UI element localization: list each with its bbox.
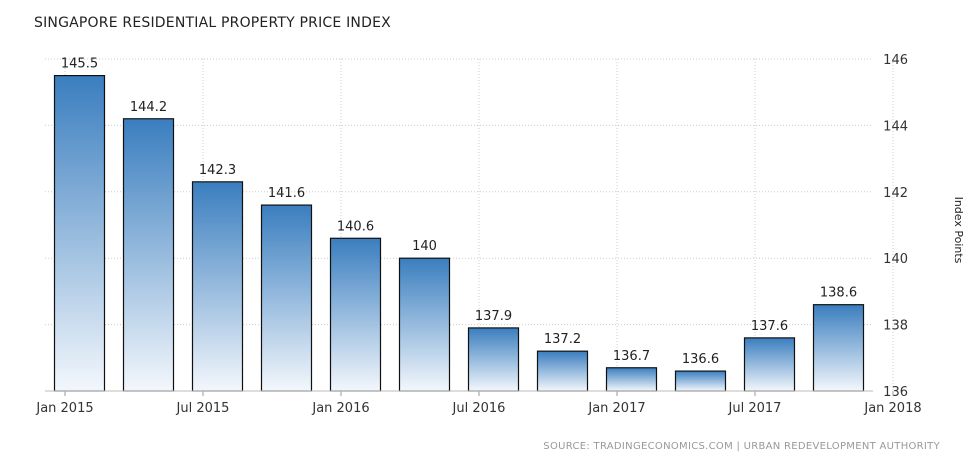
bar bbox=[191, 181, 244, 392]
bar bbox=[53, 74, 106, 392]
data-label: 140.6 bbox=[337, 219, 374, 234]
bar bbox=[536, 350, 589, 392]
data-label: 138.6 bbox=[820, 286, 857, 301]
bar bbox=[674, 370, 727, 392]
data-label: 144.2 bbox=[130, 100, 167, 115]
data-label: 145.5 bbox=[61, 57, 98, 72]
x-tick-label: Jan 2016 bbox=[311, 401, 369, 416]
x-tick-label: Jan 2018 bbox=[863, 401, 921, 416]
source-note: SOURCE: TRADINGECONOMICS.COM | URBAN RED… bbox=[543, 441, 940, 452]
data-label: 137.9 bbox=[475, 309, 512, 324]
chart-title: SINGAPORE RESIDENTIAL PROPERTY PRICE IND… bbox=[34, 15, 391, 31]
bar bbox=[260, 204, 313, 392]
data-labels: 145.5 144.2 142.3 141.6 140.6 140 137.9 137.2 13… bbox=[61, 57, 857, 367]
y-tick-label: 138 bbox=[883, 319, 908, 334]
bar bbox=[122, 118, 175, 392]
bar bbox=[398, 257, 451, 392]
bars bbox=[53, 74, 865, 392]
data-label: 140 bbox=[412, 239, 437, 254]
x-tick-label: Jul 2015 bbox=[176, 401, 230, 416]
x-axis: Jan 2015 Jul 2015 Jan 2016 Jul 2016 Jan 2017… bbox=[35, 390, 922, 416]
data-label: 136.7 bbox=[613, 349, 650, 364]
y-tick-label: 142 bbox=[883, 186, 908, 201]
data-label: 142.3 bbox=[199, 163, 236, 178]
data-label: 136.6 bbox=[682, 352, 719, 367]
data-label: 137.6 bbox=[751, 319, 788, 334]
bar bbox=[329, 237, 382, 392]
y-axis-label: Index Points bbox=[952, 197, 965, 264]
data-label: 141.6 bbox=[268, 186, 305, 201]
y-tick-label: 140 bbox=[883, 252, 908, 267]
bar bbox=[812, 304, 865, 392]
data-label: 137.2 bbox=[544, 332, 581, 347]
bar bbox=[467, 327, 520, 392]
bar bbox=[743, 337, 796, 392]
bar bbox=[605, 367, 658, 392]
x-tick-label: Jul 2016 bbox=[452, 401, 506, 416]
x-tick-label: Jan 2017 bbox=[587, 401, 645, 416]
y-axis: 136 138 140 142 144 146 bbox=[883, 53, 908, 400]
x-tick-label: Jul 2017 bbox=[728, 401, 782, 416]
y-tick-label: 144 bbox=[883, 119, 908, 134]
y-tick-label: 146 bbox=[883, 53, 908, 68]
y-tick-label: 136 bbox=[883, 385, 908, 400]
x-tick-label: Jan 2015 bbox=[35, 401, 93, 416]
